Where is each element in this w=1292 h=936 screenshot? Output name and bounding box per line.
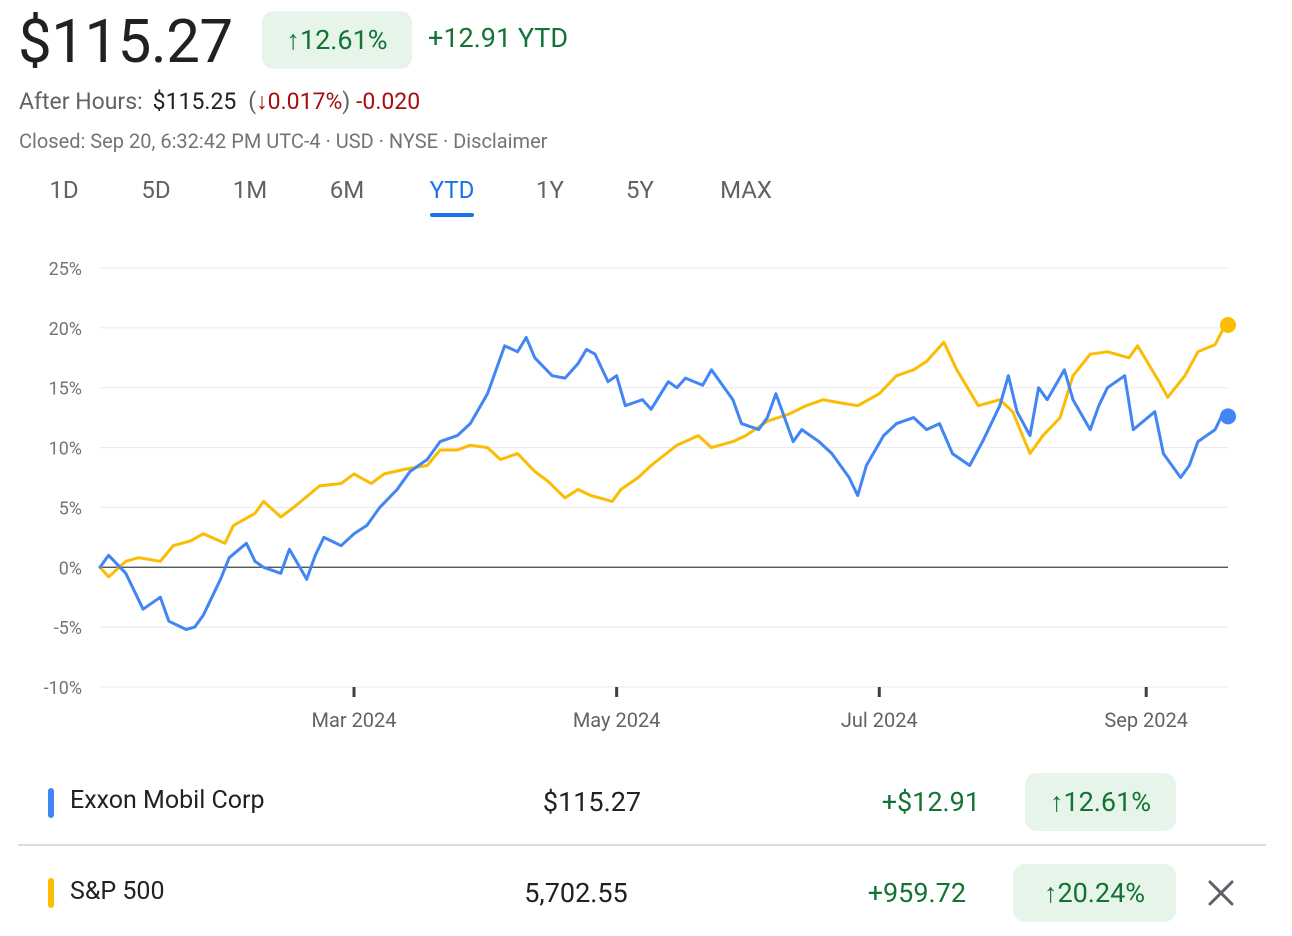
ytd-change: +12.91 YTD (428, 22, 569, 54)
series-line-xom (98, 335, 1230, 631)
x-tick-label: Mar 2024 (311, 708, 396, 732)
performance-chart[interactable]: -10% -5% 0% 5% 10% 15% 20% 25% Mar 2024 May 2024 J… (0, 240, 1292, 740)
range-tabs: 1D 5D 1M 6M YTD 1Y 5Y MAX (0, 176, 900, 220)
market-status: Closed: Sep 20, 6:32:42 PM UTC-4 · USD ·… (19, 129, 548, 153)
series-color-swatch (48, 788, 54, 818)
y-tick-label: 15% (49, 379, 82, 400)
legend-price: 5,702.55 (524, 877, 628, 909)
y-tick-label: -5% (54, 618, 82, 639)
after-hours-pct: ↓0.017% (256, 88, 343, 115)
legend-name: S&P 500 (70, 877, 165, 906)
y-tick-label: 0% (59, 558, 82, 579)
legend-name: Exxon Mobil Corp (70, 786, 265, 815)
y-tick-label: 5% (59, 498, 82, 519)
active-tab-indicator (430, 213, 474, 217)
paren-open: ( (248, 88, 257, 115)
tab-1d[interactable]: 1D (49, 176, 79, 204)
series-color-swatch (48, 878, 54, 908)
legend-row-xom[interactable]: Exxon Mobil Corp $115.27 +$12.91 ↑12.61% (18, 756, 1266, 846)
after-hours-label: After Hours: (19, 88, 143, 115)
x-tick-label: May 2024 (573, 708, 661, 732)
legend-price: $115.27 (542, 786, 642, 818)
tab-5d[interactable]: 5D (141, 176, 171, 204)
x-tick-label: Sep 2024 (1104, 708, 1188, 732)
legend-change: +959.72 (867, 877, 966, 909)
legend-pct-pill: ↑20.24% (1013, 864, 1176, 922)
x-tick-label: Jul 2024 (841, 708, 918, 732)
y-tick-label: 20% (49, 319, 82, 340)
stock-price: $115.27 (18, 6, 233, 77)
series-line-spx (98, 323, 1230, 579)
after-hours-line: After Hours: $115.25 (↓0.017%) -0.020 (19, 88, 420, 115)
remove-comparison-close-icon[interactable] (1206, 878, 1236, 908)
after-hours-price: $115.25 (152, 88, 237, 115)
tab-ytd[interactable]: YTD (429, 176, 475, 204)
y-tick-label: 25% (49, 259, 82, 280)
after-hours-abs: -0.020 (356, 88, 421, 115)
tab-1m[interactable]: 1M (232, 176, 268, 204)
series-end-marker-xom (1220, 408, 1236, 425)
legend-change: +$12.91 (881, 786, 980, 818)
tab-max[interactable]: MAX (720, 176, 772, 204)
tab-1y[interactable]: 1Y (536, 176, 564, 204)
tab-5y[interactable]: 5Y (626, 176, 654, 204)
y-tick-label: -10% (44, 678, 82, 699)
y-tick-label: 10% (49, 439, 82, 460)
legend-pct-pill: ↑12.61% (1025, 773, 1176, 831)
paren-close: ) (342, 88, 351, 115)
legend-row-spx[interactable]: S&P 500 5,702.55 +959.72 ↑20.24% (18, 848, 1266, 936)
tab-6m[interactable]: 6M (329, 176, 365, 204)
series-end-marker-spx (1220, 316, 1236, 333)
price-change-pill: ↑12.61% (262, 11, 412, 69)
